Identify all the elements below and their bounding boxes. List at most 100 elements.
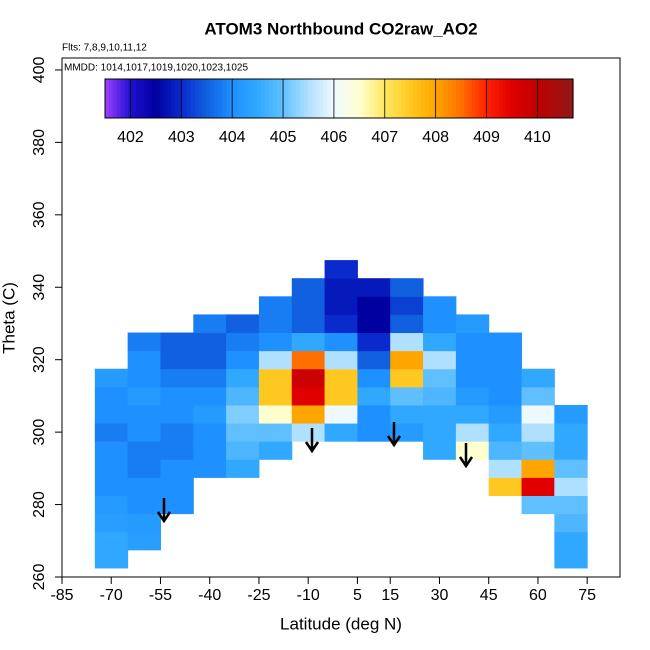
- cell: [390, 350, 424, 370]
- colorbar-swatch: [190, 79, 196, 118]
- cell: [258, 350, 293, 370]
- cell: [127, 368, 161, 388]
- colorbar-swatch: [557, 79, 562, 118]
- cell: [423, 441, 457, 460]
- colorbar-swatch: [467, 79, 473, 118]
- cell: [554, 404, 588, 424]
- cell: [127, 513, 161, 533]
- cell: [324, 296, 358, 315]
- cell: [94, 495, 129, 515]
- colorbar-swatch: [483, 79, 488, 118]
- colorbar-swatch: [502, 79, 508, 118]
- colorbar-swatch: [370, 79, 375, 118]
- colorbar-swatch: [198, 79, 204, 118]
- cell: [423, 314, 457, 334]
- colorbar-tick-label: 407: [371, 129, 398, 146]
- cell: [488, 477, 523, 497]
- cell: [94, 441, 129, 460]
- cell: [521, 368, 555, 388]
- cell: [226, 368, 260, 388]
- colorbar-swatch: [268, 79, 274, 118]
- colorbar-swatch: [553, 79, 558, 118]
- colorbar-tick-label: 404: [219, 129, 246, 146]
- colorbar-swatch: [495, 79, 500, 118]
- colorbar-swatch: [116, 79, 122, 118]
- cell: [94, 423, 129, 442]
- x-tick-label: 15: [381, 587, 399, 604]
- cell: [127, 495, 161, 515]
- cell: [488, 423, 523, 442]
- cell: [521, 441, 555, 460]
- colorbar-swatch: [569, 79, 574, 118]
- cell: [390, 314, 424, 334]
- colorbar-swatch: [565, 79, 570, 118]
- cell: [160, 404, 194, 424]
- colorbar: 402 403 404 405 406 407 408 409 410: [104, 78, 574, 146]
- cell: [423, 368, 457, 388]
- colorbar-swatch: [432, 79, 438, 118]
- y-tick-label: 320: [31, 346, 48, 373]
- colorbar-swatch: [436, 79, 441, 118]
- colorbar-swatch: [506, 79, 512, 118]
- cell: [488, 350, 523, 370]
- cell: [521, 404, 555, 424]
- colorbar-swatch: [159, 79, 165, 118]
- colorbar-swatch: [459, 79, 465, 118]
- colorbar-swatch: [424, 79, 430, 118]
- cell: [423, 404, 457, 424]
- y-tick-label: 280: [31, 491, 48, 518]
- colorbar-swatch: [112, 79, 118, 118]
- cell: [357, 314, 391, 334]
- cell: [423, 296, 457, 315]
- cell: [258, 404, 293, 424]
- colorbar-swatch: [444, 79, 449, 118]
- colorbar-swatch: [175, 79, 180, 118]
- colorbar-tick-label: 406: [321, 129, 348, 146]
- colorbar-swatch: [487, 79, 492, 118]
- cell: [324, 386, 358, 406]
- colorbar-swatch: [393, 79, 399, 118]
- cell: [160, 423, 194, 442]
- cell: [291, 314, 326, 334]
- cell: [193, 350, 227, 370]
- cell: [226, 459, 260, 478]
- cell: [193, 368, 227, 388]
- colorbar-swatch: [530, 79, 535, 118]
- colorbar-swatch: [292, 79, 297, 118]
- colorbar-swatch: [327, 79, 332, 118]
- colorbar-swatch: [561, 79, 566, 118]
- colorbar-swatch: [272, 79, 278, 118]
- cell: [423, 350, 457, 370]
- colorbar-swatch: [186, 79, 192, 118]
- cell: [258, 368, 293, 388]
- cell: [488, 459, 523, 478]
- cell: [390, 386, 424, 406]
- x-axis-label: Latitude (deg N): [280, 614, 402, 633]
- colorbar-swatch: [311, 79, 317, 118]
- cell: [291, 386, 326, 406]
- cell: [423, 386, 457, 406]
- colorbar-swatch: [350, 79, 356, 118]
- colorbar-swatch: [253, 79, 258, 118]
- colorbar-swatch: [323, 79, 328, 118]
- colorbar-swatch: [385, 79, 391, 118]
- cell: [324, 404, 358, 424]
- cell: [160, 459, 194, 478]
- colorbar-swatch: [315, 79, 321, 118]
- cell: [127, 350, 161, 370]
- colorbar-swatch: [296, 79, 301, 118]
- cell: [160, 368, 194, 388]
- colorbar-swatch: [167, 79, 172, 118]
- cell: [94, 368, 129, 388]
- colorbar-swatch: [417, 79, 422, 118]
- cell: [127, 441, 161, 460]
- colorbar-swatch: [151, 79, 157, 118]
- cell: [160, 477, 194, 497]
- cell: [127, 386, 161, 406]
- plot-frame: [61, 57, 621, 578]
- x-tick-label: -10: [297, 587, 320, 604]
- colorbar-swatch: [471, 79, 477, 118]
- cell: [127, 423, 161, 442]
- cell: [127, 404, 161, 424]
- cell: [357, 332, 391, 352]
